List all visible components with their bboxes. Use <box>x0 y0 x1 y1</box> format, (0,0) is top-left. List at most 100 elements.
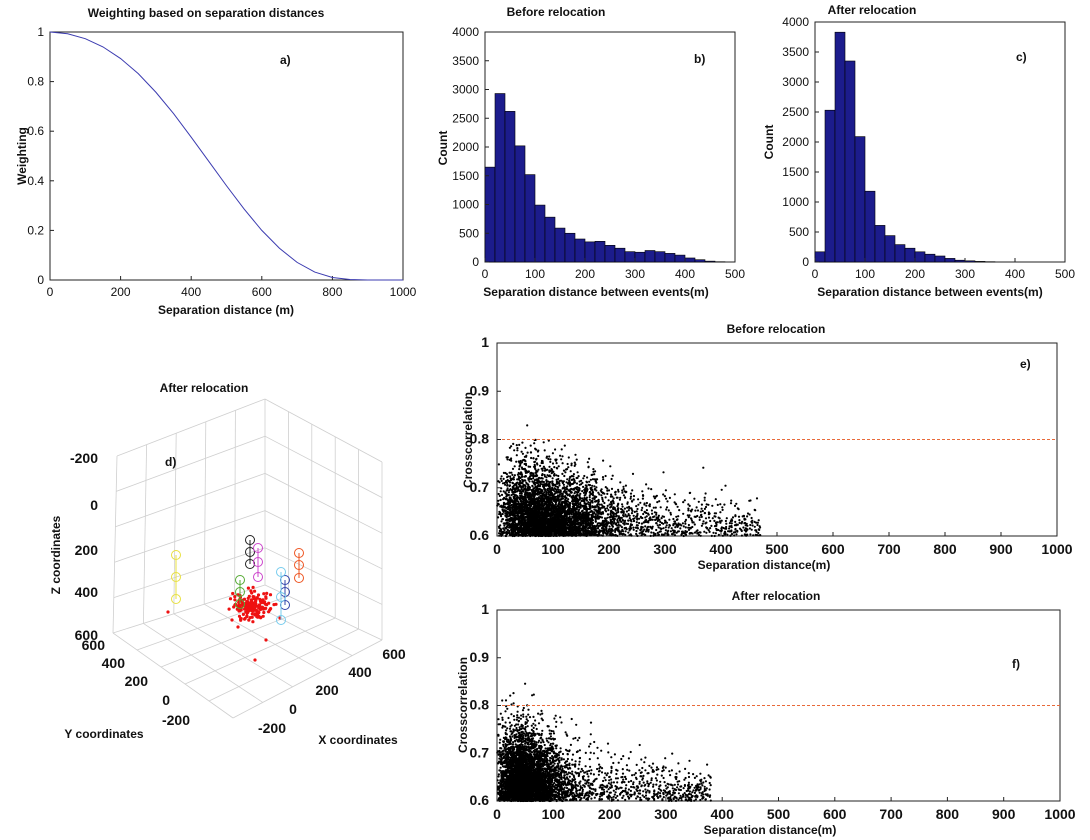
x-tick-label: 300 <box>955 267 975 281</box>
scatter-point <box>728 530 731 533</box>
scatter-point <box>543 507 546 510</box>
scatter-point <box>723 503 726 506</box>
scatter-point <box>603 530 606 533</box>
scatter-point <box>530 531 533 534</box>
scatter-point <box>616 511 619 514</box>
scatter-point <box>536 463 539 466</box>
scatter-point <box>585 521 588 524</box>
scatter-point <box>713 519 716 523</box>
scatter-point <box>720 526 724 529</box>
event-point <box>268 593 273 597</box>
grid-line <box>114 510 266 563</box>
y-tick-label: 500 <box>459 226 479 240</box>
z-tick-label: 600 <box>75 627 99 643</box>
scatter-point <box>700 507 703 510</box>
scatter-point <box>602 459 605 462</box>
scatter-point <box>625 528 628 531</box>
scatter-point <box>579 523 582 526</box>
scatter-point <box>532 457 535 460</box>
scatter-point <box>575 458 578 461</box>
scatter-point <box>753 525 756 528</box>
chart-e-title: Before relocation <box>727 322 826 336</box>
scatter-point <box>526 424 529 427</box>
y-tick-label: 3500 <box>452 54 479 68</box>
histogram-bar <box>814 251 826 263</box>
scatter-point <box>687 523 691 527</box>
scatter-point <box>673 501 676 504</box>
scatter-point <box>683 531 686 535</box>
scatter-point <box>738 519 741 522</box>
scatter-point <box>530 507 534 510</box>
scatter-point <box>605 520 608 523</box>
scatter-point <box>712 531 715 534</box>
scatter-point <box>750 516 753 520</box>
scatter-point <box>703 511 706 515</box>
scatter-point <box>731 519 734 522</box>
scatter-point <box>629 523 633 526</box>
event-point <box>249 589 253 593</box>
scatter-point <box>586 461 589 464</box>
scatter-point <box>595 486 598 489</box>
scatter-point <box>510 471 513 474</box>
histogram-bar <box>954 259 966 263</box>
scatter-point <box>735 533 738 536</box>
event-point <box>272 603 276 607</box>
scatter-point <box>663 495 667 498</box>
scatter-point <box>579 529 582 533</box>
histogram-bar <box>554 227 566 263</box>
chart-d-panel-label: d) <box>165 455 176 469</box>
event-point <box>248 616 252 620</box>
scatter-point <box>588 498 591 501</box>
scatter-point <box>594 470 597 473</box>
scatter-point <box>748 527 752 530</box>
scatter-point <box>724 519 728 523</box>
grid-line <box>234 410 236 595</box>
scatter-point <box>579 492 582 495</box>
scatter-point <box>711 504 714 507</box>
scatter-point <box>520 450 523 453</box>
scatter-point <box>635 505 638 508</box>
scatter-point <box>662 533 665 536</box>
chart-a-x-ticks: 0 200 400 600 800 1000 <box>47 276 417 299</box>
histogram-bar <box>854 136 866 263</box>
scatter-point <box>511 506 514 509</box>
scatter-point <box>714 512 718 515</box>
scatter-point <box>497 463 500 466</box>
scatter-point <box>529 444 532 447</box>
grid-line <box>116 435 266 492</box>
scatter-point <box>619 496 622 499</box>
y-tick-label: 0 <box>162 692 170 708</box>
scatter-point <box>539 464 542 467</box>
scatter-point <box>551 483 554 486</box>
scatter-point <box>610 502 613 505</box>
scatter-point <box>591 501 594 504</box>
event-point <box>251 609 255 613</box>
event-point <box>241 612 245 617</box>
scatter-point <box>743 517 746 520</box>
scatter-point <box>641 494 645 497</box>
scatter-point <box>637 498 640 501</box>
scatter-point <box>626 506 629 509</box>
scatter-point <box>535 457 538 460</box>
grid-line <box>264 510 383 570</box>
scatter-point <box>626 522 630 526</box>
scatter-point <box>555 462 558 465</box>
scatter-point <box>513 500 516 503</box>
scatter-point <box>568 494 572 497</box>
scatter-point <box>590 534 593 537</box>
scatter-point <box>507 493 510 497</box>
scatter-point <box>521 452 525 455</box>
y-tick-label: 0.4 <box>27 174 44 188</box>
scatter-point <box>621 505 624 508</box>
y-tick-label: 2500 <box>782 105 809 119</box>
scatter-point <box>621 533 624 536</box>
scatter-point <box>635 515 639 518</box>
chart-d-stations <box>171 535 304 625</box>
scatter-point <box>641 497 645 500</box>
scatter-point <box>604 507 607 510</box>
scatter-point <box>742 514 746 517</box>
scatter-point <box>562 534 565 538</box>
scatter-point <box>750 528 753 531</box>
event-point <box>254 602 258 606</box>
scatter-point <box>593 511 596 514</box>
